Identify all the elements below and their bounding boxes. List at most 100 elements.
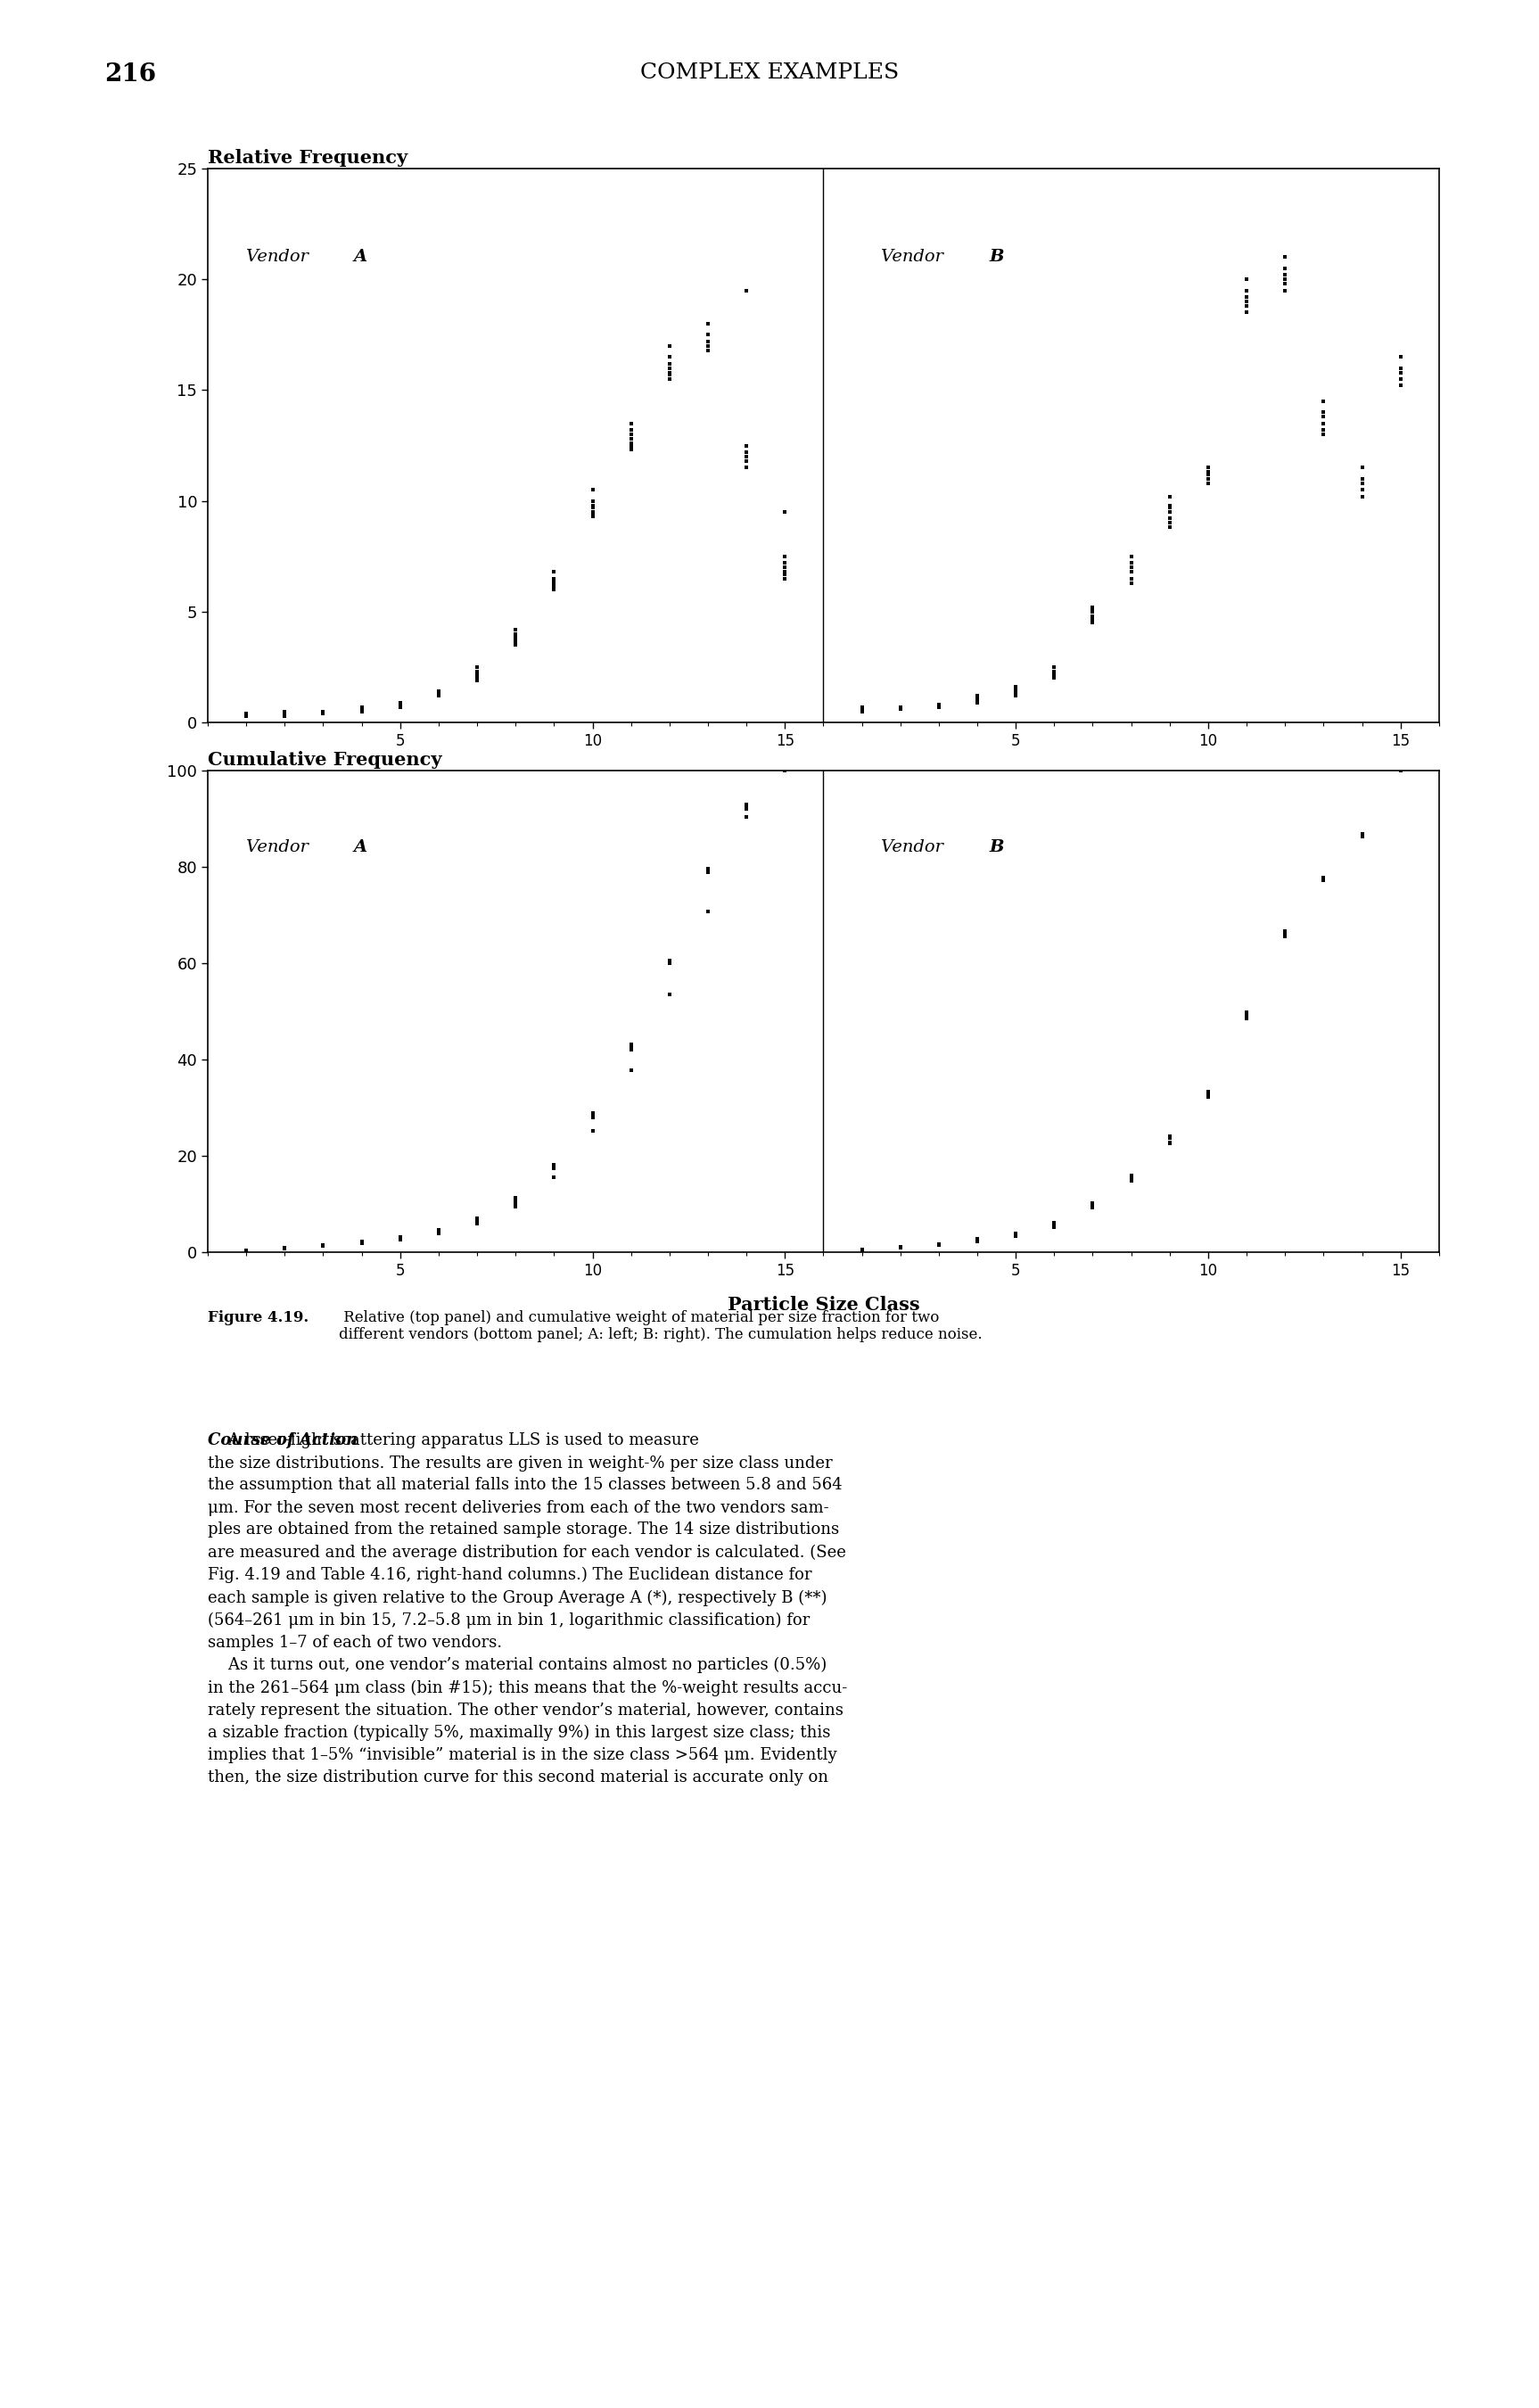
Point xyxy=(1234,999,1259,1038)
Point xyxy=(1119,559,1143,597)
Point xyxy=(426,672,451,710)
Point xyxy=(234,1230,259,1269)
Point xyxy=(1157,508,1182,547)
Point xyxy=(965,681,990,720)
Point xyxy=(234,696,259,734)
Point xyxy=(1196,448,1220,486)
Point xyxy=(850,1230,874,1269)
Point xyxy=(503,626,528,665)
Point xyxy=(503,616,528,655)
Point xyxy=(1042,648,1067,686)
Point xyxy=(1003,1214,1028,1252)
Point xyxy=(388,1221,412,1259)
Point xyxy=(542,559,566,597)
Point xyxy=(311,1228,336,1267)
Point xyxy=(926,689,951,727)
Point xyxy=(503,1180,528,1218)
Point xyxy=(1119,1158,1143,1197)
Point xyxy=(542,1146,566,1185)
Point xyxy=(580,1093,605,1132)
Point xyxy=(850,689,874,727)
Point xyxy=(1196,1074,1220,1112)
Point xyxy=(542,563,566,602)
Point xyxy=(1080,1187,1105,1226)
Point xyxy=(734,426,759,465)
Point xyxy=(1273,272,1297,311)
Point xyxy=(619,412,643,450)
Point xyxy=(1234,995,1259,1033)
Point xyxy=(1273,260,1297,299)
Point xyxy=(1350,814,1374,852)
Point xyxy=(1350,470,1374,508)
Point xyxy=(1350,470,1374,508)
Point xyxy=(272,694,297,732)
Point xyxy=(888,1228,913,1267)
Point xyxy=(311,694,336,732)
Point xyxy=(773,544,797,583)
Point xyxy=(734,785,759,824)
Point xyxy=(272,696,297,734)
Point xyxy=(1388,751,1413,790)
Point xyxy=(1080,1187,1105,1226)
Point xyxy=(272,694,297,732)
Point xyxy=(1196,448,1220,486)
Point xyxy=(696,315,720,354)
Point xyxy=(1234,997,1259,1035)
Point xyxy=(619,405,643,443)
Point xyxy=(773,751,797,790)
Text: Vendor: Vendor xyxy=(246,840,314,855)
Point xyxy=(1157,489,1182,527)
Point xyxy=(388,684,412,722)
Text: Cumulative Frequency: Cumulative Frequency xyxy=(208,751,442,768)
Point xyxy=(1350,816,1374,855)
Point xyxy=(773,751,797,790)
Point xyxy=(1196,455,1220,494)
Point xyxy=(1157,477,1182,515)
Point xyxy=(1234,999,1259,1038)
Point xyxy=(388,1221,412,1259)
Point xyxy=(1042,657,1067,696)
Point xyxy=(965,677,990,715)
Point xyxy=(1157,494,1182,532)
Point xyxy=(1196,1072,1220,1110)
Point xyxy=(619,1028,643,1067)
Point xyxy=(926,1226,951,1264)
Text: COMPLEX EXAMPLES: COMPLEX EXAMPLES xyxy=(640,63,899,84)
Point xyxy=(542,566,566,604)
Point xyxy=(619,414,643,453)
Point xyxy=(1273,238,1297,277)
Point xyxy=(619,1028,643,1067)
Point xyxy=(1273,265,1297,303)
Point xyxy=(1003,1216,1028,1255)
Point xyxy=(619,1026,643,1064)
Point xyxy=(1350,814,1374,852)
Point xyxy=(311,691,336,730)
Point xyxy=(1080,588,1105,626)
Point xyxy=(657,942,682,980)
Point xyxy=(1273,915,1297,954)
Point xyxy=(1119,1156,1143,1194)
Point xyxy=(503,1185,528,1223)
Point xyxy=(1273,913,1297,951)
Point xyxy=(465,662,489,701)
Point xyxy=(1080,1187,1105,1226)
Point xyxy=(1273,248,1297,287)
Point xyxy=(272,694,297,732)
Point xyxy=(1196,465,1220,503)
Point xyxy=(619,426,643,465)
Point xyxy=(1119,1158,1143,1197)
Point xyxy=(657,975,682,1014)
Point xyxy=(349,691,374,730)
Point xyxy=(888,1228,913,1267)
Point xyxy=(888,689,913,727)
Point xyxy=(1234,999,1259,1038)
Point xyxy=(1273,915,1297,954)
Point xyxy=(1042,1206,1067,1245)
Point xyxy=(696,315,720,354)
Point xyxy=(1311,414,1336,453)
Point xyxy=(426,1211,451,1250)
Point xyxy=(349,689,374,727)
Point xyxy=(1042,653,1067,691)
Point xyxy=(773,751,797,790)
Point xyxy=(311,1226,336,1264)
